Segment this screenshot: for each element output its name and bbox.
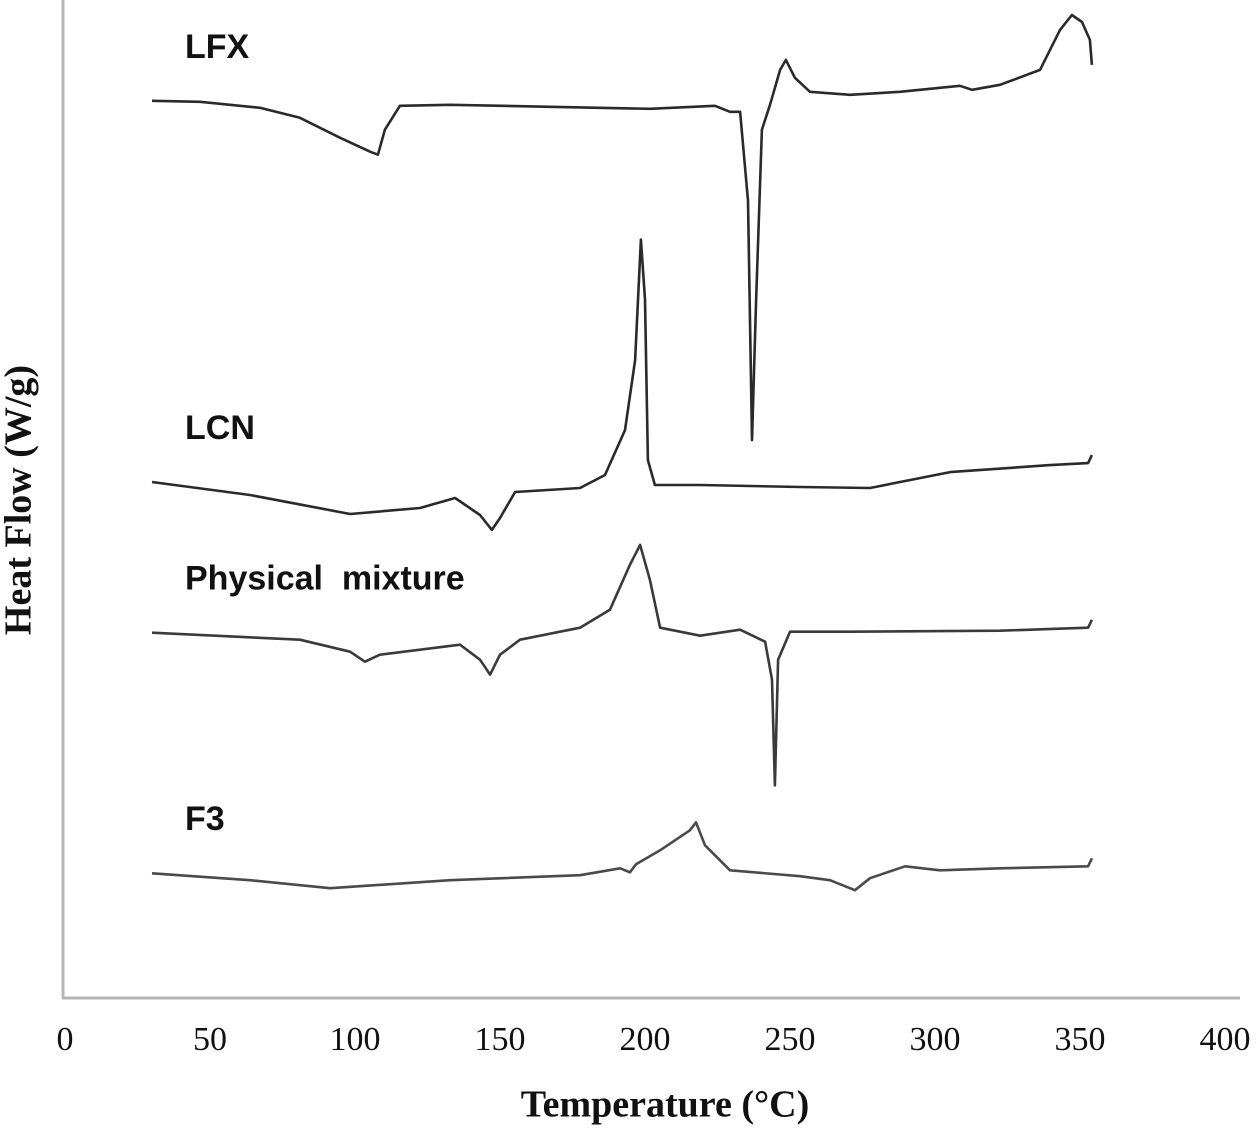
x-tick-label: 0 bbox=[57, 1021, 74, 1058]
series-label: F3 bbox=[185, 800, 225, 838]
x-tick-label: 200 bbox=[620, 1021, 671, 1058]
series-label: LCN bbox=[185, 409, 255, 447]
x-tick-label: 300 bbox=[910, 1021, 961, 1058]
y-axis-title: Heat Flow (W/g) bbox=[0, 365, 40, 635]
series-line bbox=[151, 543, 1094, 787]
x-tick-label: 350 bbox=[1055, 1021, 1106, 1058]
x-tick-label: 400 bbox=[1200, 1021, 1251, 1058]
series-line bbox=[151, 821, 1094, 892]
series-label: Physical mixture bbox=[185, 560, 465, 598]
x-axis-title: Temperature (°C) bbox=[521, 1084, 810, 1126]
x-tick-label: 100 bbox=[330, 1021, 381, 1058]
series-line bbox=[151, 238, 1094, 532]
x-tick-label: 50 bbox=[193, 1021, 227, 1058]
series-line bbox=[151, 13, 1094, 442]
x-tick-label: 150 bbox=[475, 1021, 526, 1058]
series-label: LFX bbox=[185, 28, 250, 66]
x-tick-label: 250 bbox=[765, 1021, 816, 1058]
